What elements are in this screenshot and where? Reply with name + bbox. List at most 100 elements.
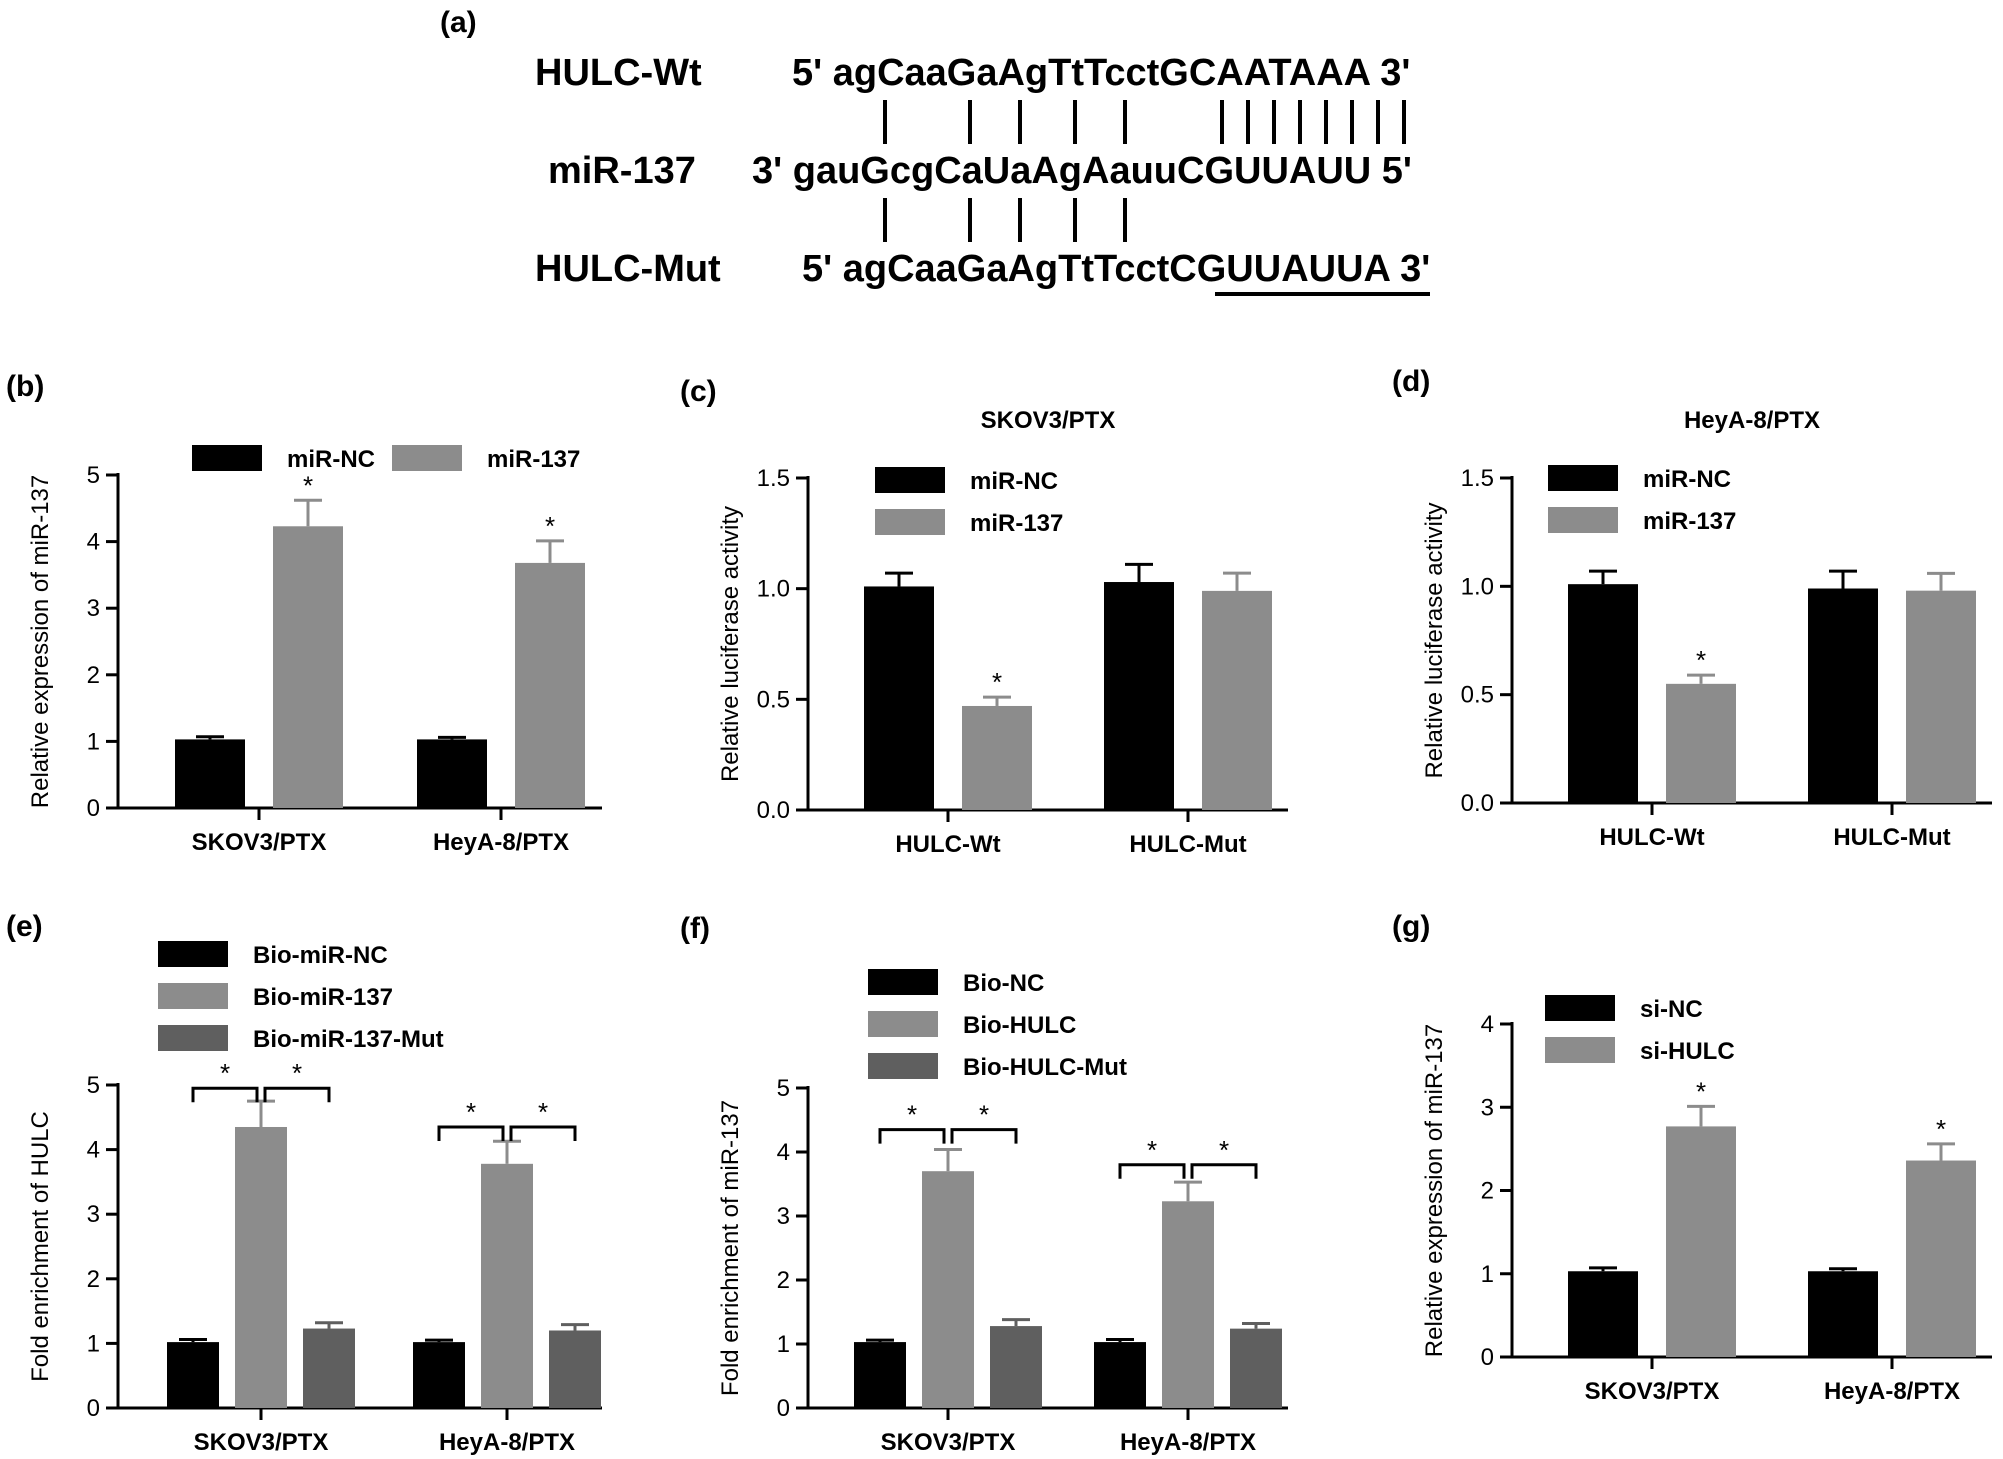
y-tick-label: 0.5	[1461, 682, 1494, 709]
panel-c-label: (c)	[680, 375, 717, 408]
bar	[1906, 1160, 1976, 1357]
mir137-name: miR-137	[548, 150, 696, 192]
y-axis-label: Fold enrichment of HULC	[27, 1111, 54, 1382]
bar	[864, 586, 934, 810]
y-tick-label: 1	[1481, 1261, 1494, 1288]
significance-star: *	[303, 470, 313, 500]
bar	[1808, 1271, 1878, 1357]
chart-title: HeyA-8/PTX	[1684, 407, 1820, 434]
y-tick-label: 0.0	[757, 797, 790, 824]
y-tick-label: 2	[777, 1267, 790, 1294]
legend-swatch	[192, 445, 262, 471]
significance-bracket	[1118, 1163, 1186, 1179]
x-tick-label: SKOV3/PTX	[1585, 1378, 1720, 1405]
x-tick-label: HULC-Mut	[1129, 831, 1246, 858]
bar	[1906, 590, 1976, 803]
mir137-sequence: 3' gauGcgCaUaAgAauuCGUUAUU 5'	[752, 150, 1412, 192]
bar	[549, 1330, 601, 1408]
bar	[175, 739, 245, 808]
y-tick-label: 5	[87, 1072, 100, 1099]
legend-label: miR-137	[487, 446, 580, 473]
x-tick-label: SKOV3/PTX	[192, 829, 327, 856]
legend-label: miR-NC	[970, 468, 1058, 495]
y-tick-label: 3	[87, 595, 100, 622]
x-tick-label: HULC-Wt	[895, 831, 1000, 858]
bar	[962, 705, 1032, 810]
legend-label: Bio-miR-137-Mut	[253, 1026, 444, 1053]
chart-title: SKOV3/PTX	[981, 407, 1116, 434]
hulc-mut-sequence: 5' agCaaGaAgTtTcctCGUUAUUA 3'	[802, 248, 1431, 290]
y-tick-label: 4	[1481, 1011, 1494, 1038]
significance-bracket	[263, 1086, 331, 1103]
y-tick-label: 3	[87, 1201, 100, 1228]
bar	[1568, 1271, 1638, 1357]
y-tick-label: 1	[87, 1330, 100, 1357]
legend-label: Bio-NC	[963, 970, 1044, 997]
bar	[1808, 588, 1878, 803]
legend-label: si-HULC	[1640, 1038, 1735, 1065]
significance-star: *	[1936, 1114, 1946, 1144]
hulc-wt-name: HULC-Wt	[535, 52, 702, 94]
legend-swatch	[158, 983, 228, 1009]
bar	[1162, 1201, 1214, 1408]
y-axis-label: Fold enrichment of miR-137	[717, 1100, 744, 1396]
legend-label: miR-137	[970, 510, 1063, 537]
hulc-wt-sequence: 5' agCaaGaAgTtTcctGCAATAAA 3'	[792, 52, 1411, 94]
legend-swatch	[868, 1011, 938, 1037]
legend-swatch	[1548, 465, 1618, 491]
x-tick-label: HULC-Mut	[1833, 824, 1950, 851]
x-tick-label: HeyA-8/PTX	[1824, 1378, 1960, 1405]
legend-swatch	[1545, 995, 1615, 1021]
y-axis-label: Relative expression of miR-137	[1421, 1024, 1448, 1357]
bar	[1230, 1328, 1282, 1408]
y-tick-label: 0.5	[757, 686, 790, 713]
y-tick-label: 2	[1481, 1178, 1494, 1205]
legend-swatch	[1545, 1037, 1615, 1063]
bar	[417, 739, 487, 808]
panel-e-label: (e)	[6, 910, 43, 943]
legend-swatch	[868, 1053, 938, 1079]
legend-label: Bio-miR-NC	[253, 942, 388, 969]
x-tick-label: SKOV3/PTX	[881, 1429, 1016, 1456]
significance-star: *	[1696, 1076, 1706, 1106]
legend-swatch	[392, 445, 462, 471]
y-tick-label: 1	[777, 1331, 790, 1358]
significance-star: *	[1147, 1135, 1157, 1165]
significance-bracket	[191, 1086, 259, 1103]
y-tick-label: 4	[87, 1137, 100, 1164]
significance-bracket	[950, 1128, 1018, 1144]
y-tick-label: 3	[1481, 1094, 1494, 1121]
legend-swatch	[868, 969, 938, 995]
hulc-mut-name: HULC-Mut	[535, 248, 721, 290]
bar	[235, 1126, 287, 1408]
pairing-lines	[883, 100, 1430, 296]
y-axis-label: Relative luciferase activity	[717, 506, 744, 782]
legend-label: si-NC	[1640, 996, 1703, 1023]
significance-star: *	[545, 511, 555, 541]
y-tick-label: 5	[87, 462, 100, 489]
y-tick-label: 0	[1481, 1344, 1494, 1371]
legend-label: Bio-HULC-Mut	[963, 1054, 1127, 1081]
panel-f-label: (f)	[680, 912, 710, 945]
bar	[922, 1171, 974, 1408]
panel-g-label: (g)	[1392, 910, 1431, 943]
x-tick-label: HeyA-8/PTX	[1120, 1429, 1256, 1456]
significance-star: *	[979, 1100, 989, 1130]
x-tick-label: HeyA-8/PTX	[433, 829, 569, 856]
legend-swatch	[158, 941, 228, 967]
legend-label: Bio-miR-137	[253, 984, 393, 1011]
significance-bracket	[878, 1128, 946, 1144]
y-tick-label: 3	[777, 1203, 790, 1230]
bar	[167, 1342, 219, 1408]
y-tick-label: 0.0	[1461, 790, 1494, 817]
y-tick-label: 1.5	[757, 465, 790, 492]
legend-label: miR-137	[1643, 508, 1736, 535]
significance-bracket	[509, 1125, 577, 1141]
significance-star: *	[466, 1097, 476, 1127]
y-tick-label: 0	[777, 1395, 790, 1422]
